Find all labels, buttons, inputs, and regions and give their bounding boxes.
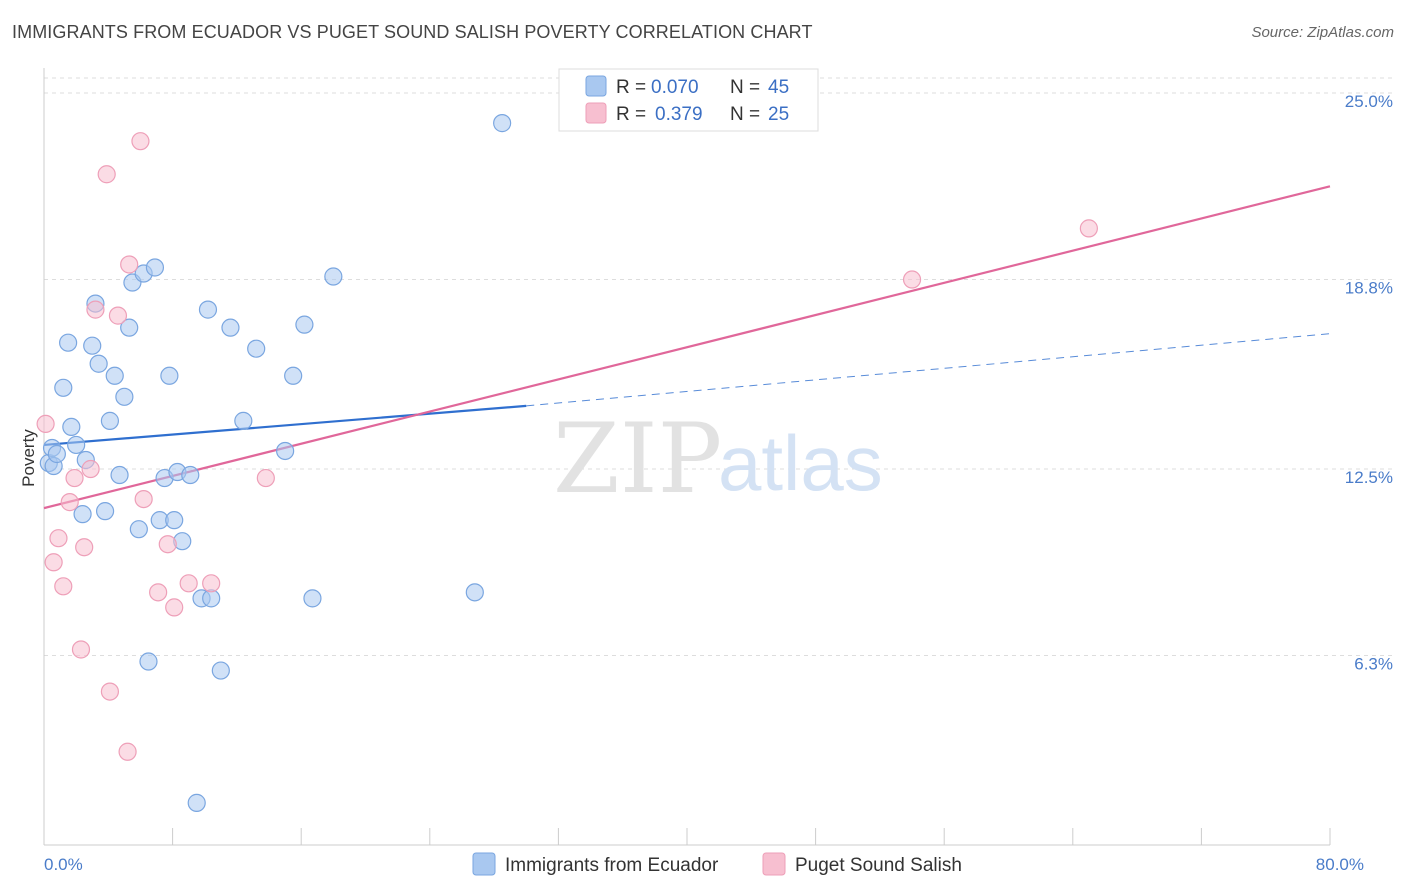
y-tick-label: 6.3%: [1354, 655, 1393, 674]
trend-line-ecuador: [43, 404, 527, 447]
legend-bottom: Immigrants from Ecuador Puget Sound Sali…: [472, 852, 962, 876]
trend-line-ecuador-extension: [526, 333, 1331, 407]
point-salish: [49, 529, 68, 548]
point-ecuador: [198, 300, 218, 319]
point-ecuador: [47, 444, 66, 464]
point-ecuador: [181, 465, 200, 485]
point-ecuador: [493, 114, 512, 133]
point-ecuador: [105, 366, 124, 385]
legend-r-label-1: R =: [616, 77, 646, 98]
point-ecuador: [89, 354, 108, 373]
point-ecuador: [284, 366, 303, 385]
point-ecuador: [139, 652, 158, 671]
watermark: ZIP atlas: [553, 403, 883, 515]
point-ecuador: [145, 258, 165, 277]
point-salish: [60, 493, 79, 512]
point-ecuador: [110, 465, 129, 485]
point-ecuador: [221, 318, 240, 337]
legend-n-value-2: 25: [768, 104, 789, 125]
point-ecuador: [54, 378, 73, 397]
point-ecuador: [59, 333, 78, 352]
point-ecuador: [247, 339, 266, 358]
x-tick-label: 0.0%: [44, 855, 83, 874]
x-tick-label: 80.0%: [1316, 855, 1364, 874]
point-salish: [81, 459, 100, 479]
trend-line-salish: [43, 185, 1331, 510]
point-ecuador: [120, 318, 139, 337]
point-salish: [75, 538, 94, 557]
point-ecuador: [211, 661, 230, 680]
legend-r-value-1: 0.070: [651, 77, 699, 98]
y-tick-label: 18.8%: [1345, 279, 1393, 298]
point-salish: [86, 300, 105, 319]
y-tick-labels: 6.3% 12.5% 18.8% 25.0%: [1345, 92, 1393, 673]
watermark-zip: ZIP: [553, 403, 722, 515]
point-salish: [97, 165, 116, 184]
point-ecuador: [295, 315, 314, 334]
y-tick-label: 12.5%: [1345, 468, 1393, 487]
y-tick-label: 25.0%: [1345, 92, 1393, 111]
point-salish: [118, 742, 137, 761]
legend-n-label-2: N =: [730, 104, 760, 125]
legend-r-value-2: 0.379: [655, 104, 703, 125]
legend-bottom-label-salish: Puget Sound Salish: [795, 855, 962, 876]
legend-swatch-blue: [585, 75, 607, 97]
legend-top: R = 0.070 N = 45 R = 0.379 N = 25: [558, 68, 819, 132]
legend-r-label-2: R =: [616, 104, 646, 125]
point-ecuador: [129, 520, 148, 539]
point-ecuador: [67, 435, 86, 455]
point-ecuador: [165, 511, 184, 530]
point-salish: [158, 535, 177, 554]
point-ecuador: [83, 336, 102, 355]
chart-title: IMMIGRANTS FROM ECUADOR VS PUGET SOUND S…: [12, 22, 813, 42]
point-ecuador: [234, 411, 253, 430]
point-salish: [134, 489, 153, 509]
legend-swatch-pink: [585, 102, 607, 124]
legend-bottom-swatch-blue: [472, 852, 496, 876]
trend-lines: [43, 185, 1331, 510]
point-salish: [36, 414, 55, 434]
point-ecuador: [100, 411, 120, 430]
data-points: [36, 114, 1098, 812]
point-salish: [131, 132, 150, 151]
y-axis-label: Poverty: [19, 429, 38, 487]
point-ecuador: [115, 387, 134, 406]
legend-n-value-1: 45: [768, 77, 789, 98]
axes: [43, 68, 1331, 846]
point-salish: [44, 553, 63, 572]
point-salish: [100, 682, 120, 701]
point-salish: [120, 255, 139, 274]
point-ecuador: [187, 793, 206, 812]
point-salish: [71, 640, 91, 659]
point-salish: [902, 270, 922, 289]
legend-bottom-swatch-pink: [762, 852, 786, 876]
point-ecuador: [465, 583, 484, 602]
legend-n-label-1: N =: [730, 77, 760, 98]
point-ecuador: [73, 505, 92, 524]
point-ecuador: [276, 441, 295, 461]
point-ecuador: [160, 366, 179, 385]
source-label: Source: ZipAtlas.com: [1251, 24, 1394, 41]
point-salish: [149, 583, 168, 602]
x-tick-labels: 0.0% 80.0%: [44, 855, 1364, 874]
point-salish: [108, 306, 128, 325]
point-ecuador: [324, 267, 343, 286]
point-salish: [256, 468, 275, 488]
grid-lines: [44, 77, 1394, 657]
legend-bottom-label-ecuador: Immigrants from Ecuador: [505, 855, 719, 876]
point-salish: [202, 574, 221, 593]
watermark-atlas: atlas: [718, 419, 883, 507]
point-salish: [179, 574, 198, 593]
point-ecuador: [95, 502, 115, 521]
point-ecuador: [303, 589, 322, 608]
point-salish: [165, 598, 184, 617]
point-ecuador: [62, 417, 81, 437]
point-salish: [65, 468, 84, 488]
point-salish: [54, 577, 73, 596]
point-salish: [1079, 219, 1098, 238]
